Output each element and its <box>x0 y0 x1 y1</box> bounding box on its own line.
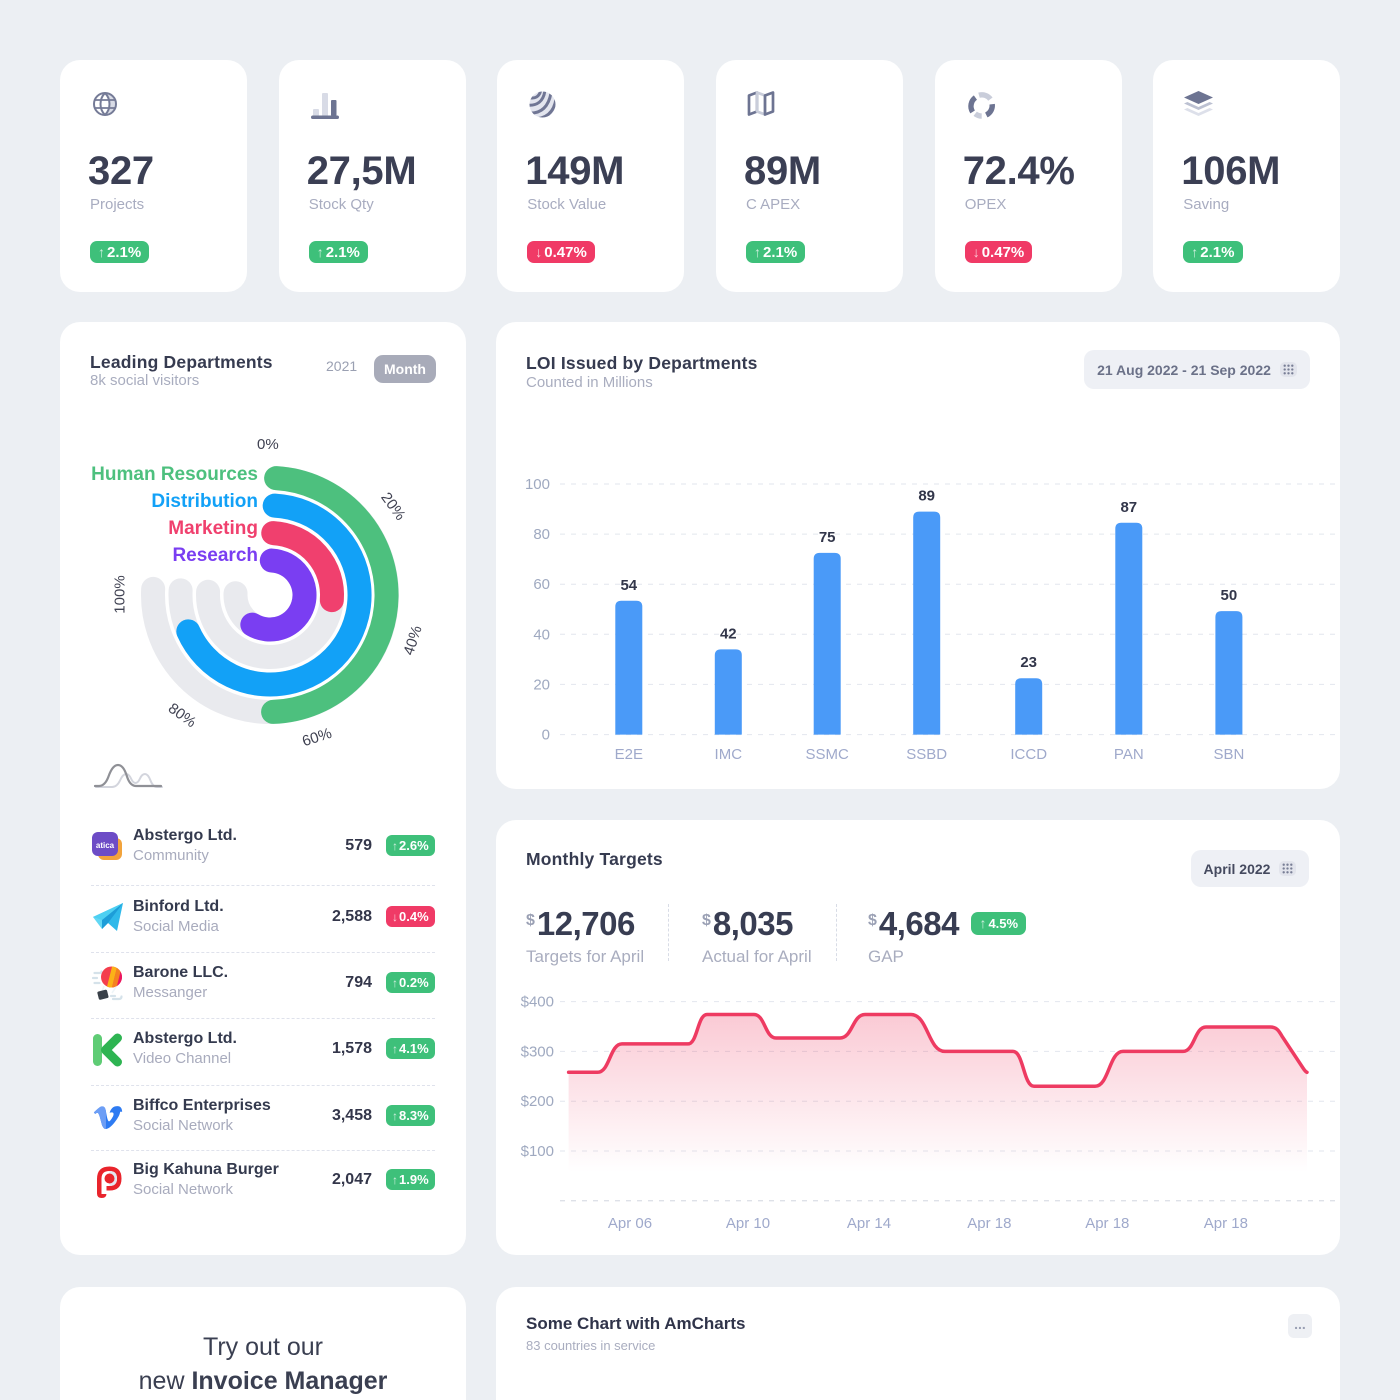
svg-text:60: 60 <box>533 576 550 593</box>
svg-text:$100: $100 <box>521 1143 554 1160</box>
svg-text:0: 0 <box>542 727 550 744</box>
svg-text:89: 89 <box>918 488 935 505</box>
svg-text:Apr 06: Apr 06 <box>608 1215 652 1232</box>
svg-text:$300: $300 <box>521 1043 554 1060</box>
svg-text:$200: $200 <box>521 1093 554 1110</box>
svg-text:100: 100 <box>525 476 550 493</box>
svg-text:atica: atica <box>96 841 115 850</box>
svg-text:$400: $400 <box>521 994 554 1011</box>
svg-text:E2E: E2E <box>615 746 643 763</box>
svg-text:Apr 18: Apr 18 <box>1085 1215 1129 1232</box>
svg-text:40: 40 <box>533 626 550 643</box>
svg-text:75: 75 <box>819 529 836 546</box>
svg-text:SBN: SBN <box>1213 746 1244 763</box>
svg-text:Apr 18: Apr 18 <box>1204 1215 1248 1232</box>
svg-text:Apr 14: Apr 14 <box>847 1215 891 1232</box>
svg-text:PAN: PAN <box>1114 746 1144 763</box>
svg-text:ICCD: ICCD <box>1010 746 1047 763</box>
svg-text:42: 42 <box>720 625 737 642</box>
svg-text:Apr 18: Apr 18 <box>967 1215 1011 1232</box>
svg-text:23: 23 <box>1020 654 1037 671</box>
svg-text:80: 80 <box>533 526 550 543</box>
svg-text:50: 50 <box>1221 587 1238 604</box>
svg-text:54: 54 <box>620 577 637 594</box>
svg-text:Apr 10: Apr 10 <box>726 1215 770 1232</box>
svg-text:SSMC: SSMC <box>806 746 850 763</box>
svg-text:IMC: IMC <box>715 746 743 763</box>
svg-text:20: 20 <box>533 676 550 693</box>
svg-text:87: 87 <box>1120 499 1137 516</box>
svg-text:SSBD: SSBD <box>906 746 947 763</box>
